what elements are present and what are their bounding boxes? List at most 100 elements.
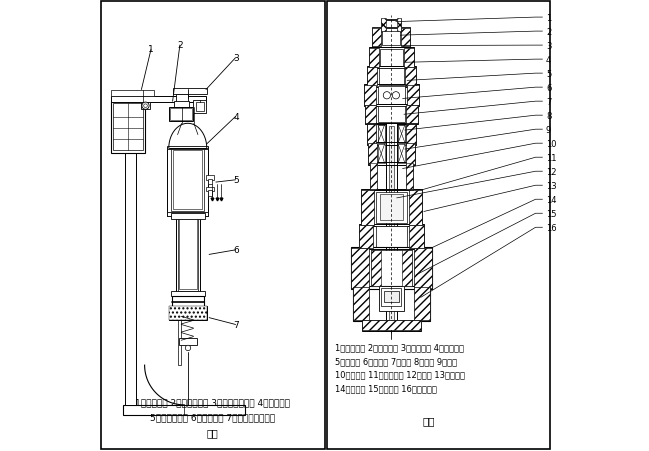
Bar xyxy=(368,144,377,165)
Bar xyxy=(141,103,151,110)
Text: 15: 15 xyxy=(546,209,556,218)
Text: 4: 4 xyxy=(234,113,239,122)
Text: 1: 1 xyxy=(546,14,551,23)
Bar xyxy=(123,405,245,415)
Text: 14、轴心座 15、锁止套 16、主轴螺帽: 14、轴心座 15、锁止套 16、主轴螺帽 xyxy=(335,383,437,392)
Bar xyxy=(173,89,207,95)
Bar xyxy=(406,163,413,189)
Bar xyxy=(359,225,424,249)
Text: 7: 7 xyxy=(234,320,239,329)
Text: 16: 16 xyxy=(546,223,557,232)
Bar xyxy=(406,68,416,87)
Bar xyxy=(367,124,416,145)
Text: 2: 2 xyxy=(546,28,551,37)
Text: 10、内轴套 11、小皮带轮 12、主轴 13、传动座: 10、内轴套 11、小皮带轮 12、主轴 13、传动座 xyxy=(335,370,465,379)
Text: 1、传动部件 2、液累轮部件 3、主轴传动部件 4、机身部件: 1、传动部件 2、液累轮部件 3、主轴传动部件 4、机身部件 xyxy=(135,398,290,407)
Bar xyxy=(382,19,386,32)
Bar xyxy=(384,291,398,302)
Text: 7: 7 xyxy=(546,97,552,106)
Bar xyxy=(378,125,385,143)
Bar xyxy=(367,124,376,144)
Bar xyxy=(176,216,200,293)
Bar xyxy=(170,109,192,120)
Bar xyxy=(326,2,550,449)
Bar xyxy=(379,69,404,86)
Bar xyxy=(178,217,199,291)
Bar xyxy=(382,32,400,46)
Bar xyxy=(406,124,416,144)
Circle shape xyxy=(392,92,400,100)
Bar xyxy=(398,145,405,164)
Bar xyxy=(389,126,394,325)
Bar xyxy=(406,163,413,189)
Bar xyxy=(402,250,411,286)
Bar xyxy=(179,218,197,290)
Bar xyxy=(173,151,202,210)
Bar xyxy=(169,107,193,122)
Text: 3: 3 xyxy=(234,54,239,63)
Bar xyxy=(406,106,417,124)
Bar xyxy=(397,19,401,32)
Bar xyxy=(376,193,407,223)
Bar xyxy=(382,289,401,307)
Bar xyxy=(378,107,405,123)
Bar xyxy=(167,213,208,216)
Bar xyxy=(171,149,204,212)
Bar xyxy=(178,149,181,365)
Bar xyxy=(368,143,415,166)
Bar xyxy=(407,86,419,106)
Text: 10: 10 xyxy=(546,139,556,148)
Bar xyxy=(111,97,206,103)
Bar xyxy=(373,29,382,47)
Bar xyxy=(365,105,417,125)
Bar xyxy=(359,226,373,248)
Bar xyxy=(367,68,377,87)
Bar xyxy=(193,101,206,114)
Bar xyxy=(380,50,402,67)
Bar xyxy=(178,339,197,345)
Bar xyxy=(384,320,400,329)
Text: 图一: 图一 xyxy=(207,427,219,437)
Bar xyxy=(170,308,206,319)
Bar xyxy=(361,189,422,226)
Bar xyxy=(111,101,145,153)
Bar xyxy=(353,288,369,320)
Text: 12: 12 xyxy=(546,167,556,176)
Bar xyxy=(169,307,208,320)
Bar xyxy=(167,147,208,216)
Text: 9: 9 xyxy=(546,125,551,134)
Bar xyxy=(175,102,189,108)
Bar xyxy=(370,163,377,189)
Text: 8: 8 xyxy=(546,111,552,120)
Text: 2: 2 xyxy=(177,41,182,50)
Text: 6: 6 xyxy=(546,83,552,92)
Bar xyxy=(196,103,204,112)
Bar xyxy=(414,288,430,320)
Text: 3: 3 xyxy=(546,41,552,51)
Text: 5、聚液盘部件 6、转鼓部件 7、进液轴承座部件: 5、聚液盘部件 6、转鼓部件 7、进液轴承座部件 xyxy=(150,413,275,422)
Bar xyxy=(378,145,385,164)
Circle shape xyxy=(143,105,147,108)
Text: 5: 5 xyxy=(234,176,239,185)
Bar xyxy=(380,195,402,221)
Bar xyxy=(367,67,416,87)
Bar xyxy=(384,21,400,29)
Text: 5、缓冲器 6、传动销 7、螺母 8、轴承 9、閸套: 5、缓冲器 6、传动销 7、螺母 8、轴承 9、閸套 xyxy=(335,356,457,365)
Circle shape xyxy=(384,92,391,100)
Bar xyxy=(125,148,136,405)
Bar xyxy=(353,287,430,321)
Bar xyxy=(386,124,397,329)
Text: 6: 6 xyxy=(234,246,239,255)
Bar xyxy=(414,248,432,289)
Bar xyxy=(398,125,405,143)
Bar xyxy=(373,28,410,48)
Bar xyxy=(364,85,419,107)
Text: 13: 13 xyxy=(546,181,557,190)
Bar xyxy=(206,187,214,192)
Bar xyxy=(369,48,414,69)
Circle shape xyxy=(142,103,149,110)
Bar xyxy=(369,49,379,68)
Bar xyxy=(361,190,374,226)
Bar xyxy=(371,250,381,286)
Bar xyxy=(169,307,208,320)
